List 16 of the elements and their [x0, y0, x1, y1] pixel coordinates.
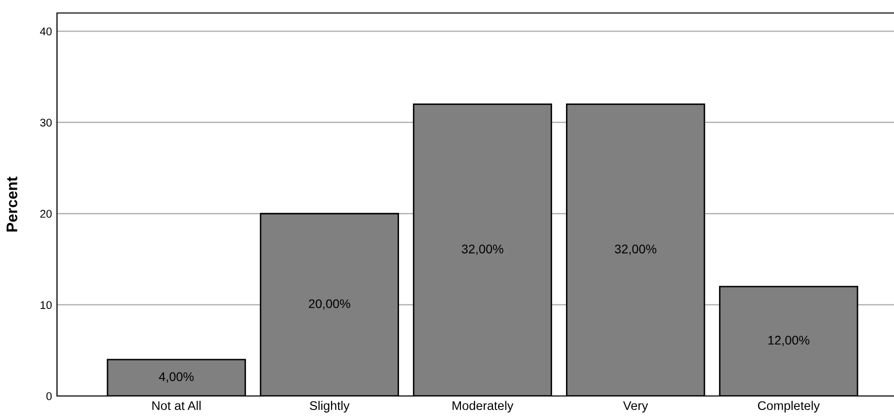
- data-label: 12,00%: [768, 336, 810, 346]
- data-label: 20,00%: [308, 299, 350, 310]
- y-tick-label: 0: [46, 392, 52, 400]
- y-tick-label: 30: [40, 118, 52, 127]
- data-label: 32,00%: [462, 244, 504, 255]
- y-axis-title: Percent: [6, 176, 18, 232]
- x-tick-label: Completely: [758, 400, 820, 413]
- y-tick-label: 10: [40, 301, 52, 309]
- x-tick-label: Slightly: [310, 400, 350, 413]
- data-label: 4,00%: [158, 372, 194, 383]
- y-tick-label: 40: [40, 28, 52, 36]
- x-tick-label: Very: [623, 401, 648, 413]
- x-tick-label: Not at All: [152, 400, 201, 410]
- y-tick-label: 20: [40, 210, 52, 218]
- x-tick-label: Moderately: [452, 400, 514, 413]
- data-label: 32,00%: [614, 244, 656, 255]
